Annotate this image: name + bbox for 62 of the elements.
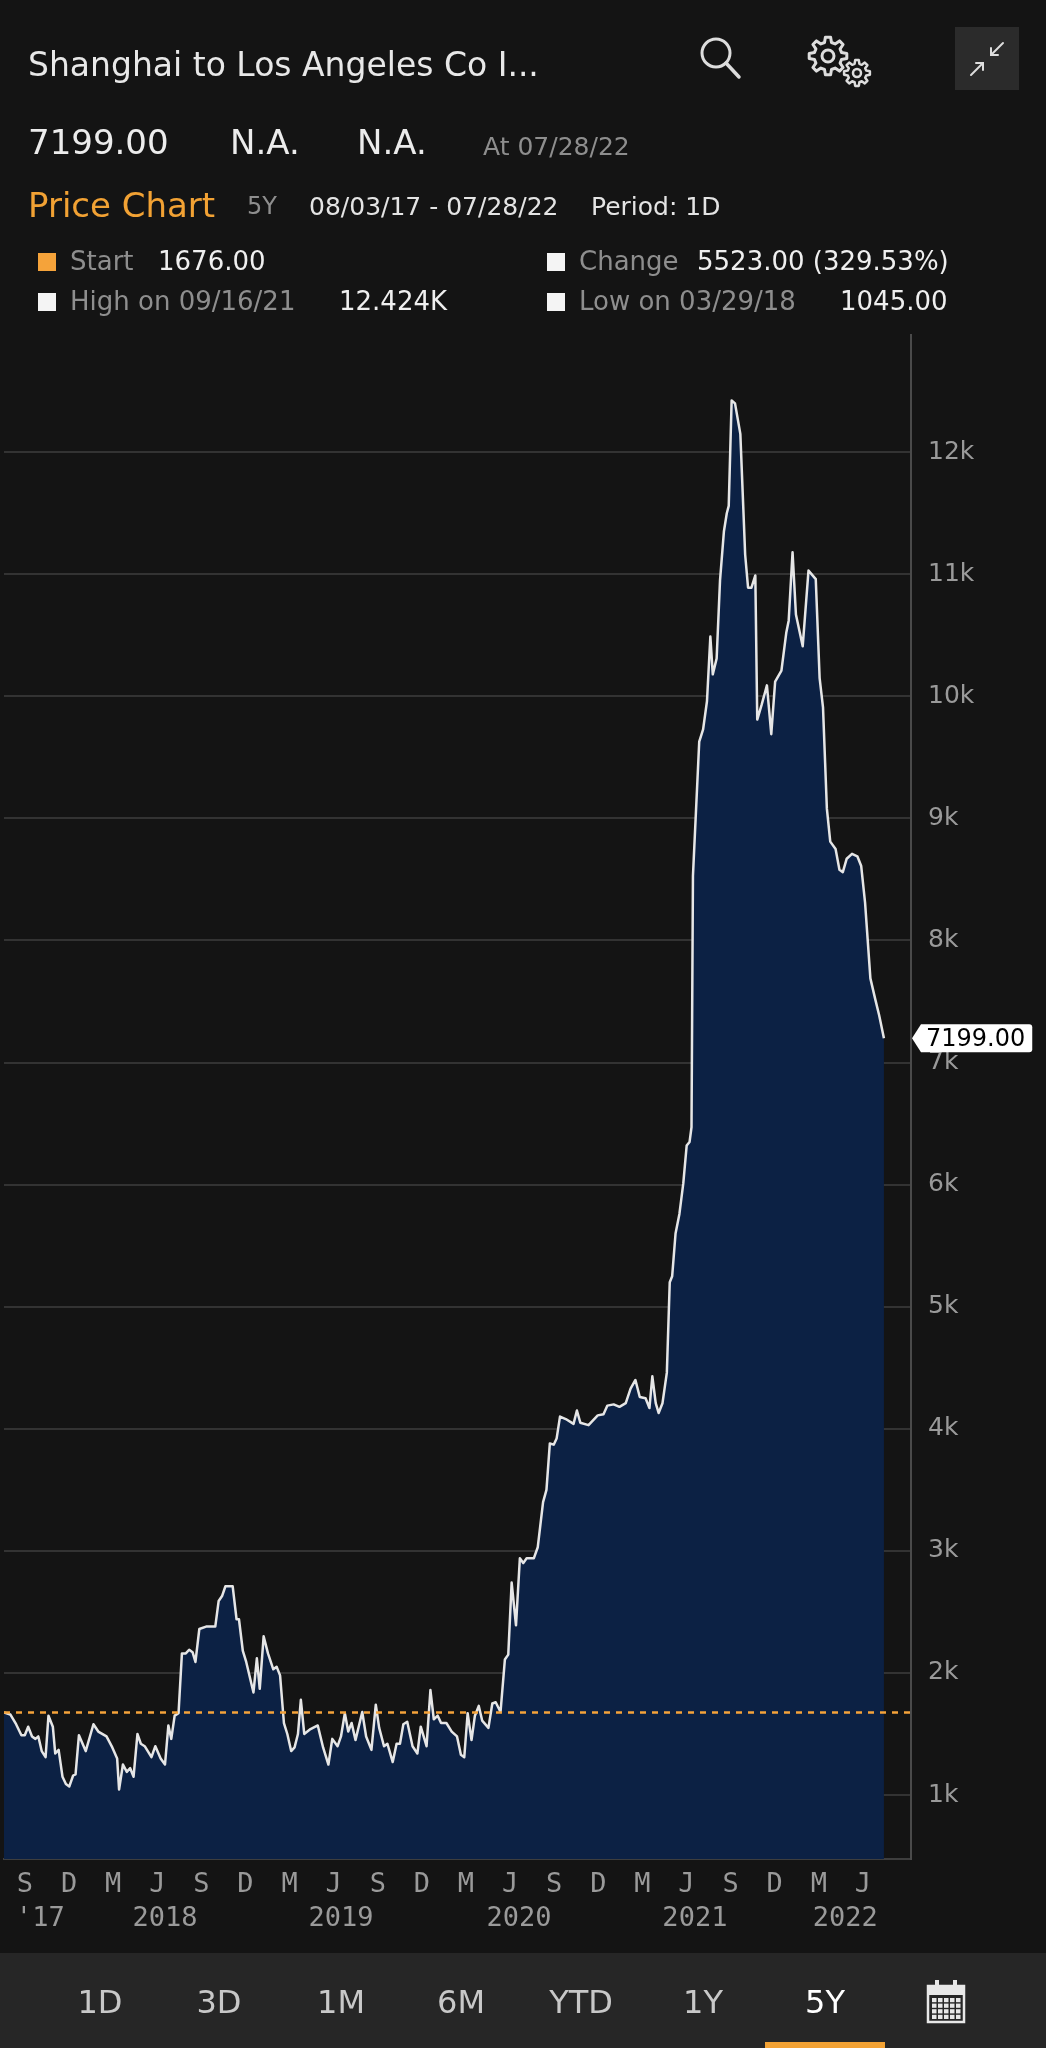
text: At 07/28/22: [483, 131, 630, 162]
text: N.A.: [230, 122, 300, 163]
text: J: [325, 1867, 342, 1899]
text: 5Y: [805, 1982, 845, 2021]
text: M: [281, 1867, 298, 1899]
text: 1M: [317, 1982, 365, 2021]
text: J: [149, 1867, 166, 1899]
text: J: [501, 1867, 519, 1899]
text: D: [237, 1867, 254, 1899]
y-tick-label: 2k: [928, 1656, 959, 1686]
y-tick-label: 8k: [928, 924, 959, 953]
legend-label: Start: [70, 246, 134, 277]
text: S: [16, 1867, 34, 1899]
y-tick-label: 10k: [928, 679, 975, 709]
text: S: [546, 1867, 563, 1899]
text: 3D: [196, 1982, 242, 2021]
text: M: [457, 1867, 475, 1899]
y-tick-label: 11k: [928, 557, 975, 587]
text: M: [810, 1867, 827, 1899]
text: M: [105, 1867, 122, 1899]
text: N.A.: [357, 122, 427, 163]
y-tick-label: 1k: [928, 1778, 959, 1808]
text: 1Y: [683, 1982, 723, 2021]
text: S: [193, 1867, 210, 1899]
text: 5523.00 (329.53%): [697, 246, 949, 277]
y-tick-label: 12k: [928, 435, 975, 465]
text: J: [854, 1867, 872, 1899]
y-tick-label: 3k: [928, 1534, 959, 1564]
text: 1045.00: [840, 286, 948, 317]
text: 1D: [77, 1982, 123, 2021]
chart-title: Shanghai to Los Angeles Co I...: [28, 45, 539, 85]
x-tick-label: 2021: [662, 1901, 728, 1933]
chart-subtitle: Price Chart: [28, 185, 216, 226]
x-tick-label: 2022: [812, 1901, 878, 1933]
y-tick-label: 4k: [928, 1412, 959, 1442]
text: D: [590, 1867, 607, 1899]
x-tick-label: '17: [15, 1901, 65, 1933]
text: High on 09/16/21: [70, 286, 296, 317]
text: 5Y: [247, 192, 277, 221]
text: D: [413, 1867, 431, 1899]
text: D: [766, 1867, 783, 1899]
text: YTD: [549, 1982, 613, 2021]
text: D: [60, 1867, 78, 1899]
x-tick-label: 2018: [132, 1901, 198, 1933]
text: Change: [579, 246, 679, 277]
text: S: [369, 1867, 386, 1899]
x-tick-label: 2019: [308, 1901, 374, 1933]
y-tick-label: 6k: [928, 1168, 959, 1198]
text: M: [634, 1867, 651, 1899]
y-tick-label: 9k: [928, 801, 959, 831]
text: Low on 03/29/18: [579, 286, 796, 317]
text: 1676.00: [158, 246, 266, 277]
text: 08/03/17 - 07/28/22: [309, 191, 559, 222]
text: 12.424K: [339, 286, 448, 317]
y-tick-label: 5k: [928, 1290, 959, 1320]
text: Period: 1D: [591, 191, 721, 222]
data-label: 7199.00: [926, 1023, 1026, 1052]
text: 7199.00: [28, 122, 169, 163]
x-tick-label: 2020: [486, 1901, 552, 1933]
text: 6M: [437, 1982, 485, 2021]
text: J: [678, 1867, 695, 1899]
text: S: [722, 1867, 739, 1899]
